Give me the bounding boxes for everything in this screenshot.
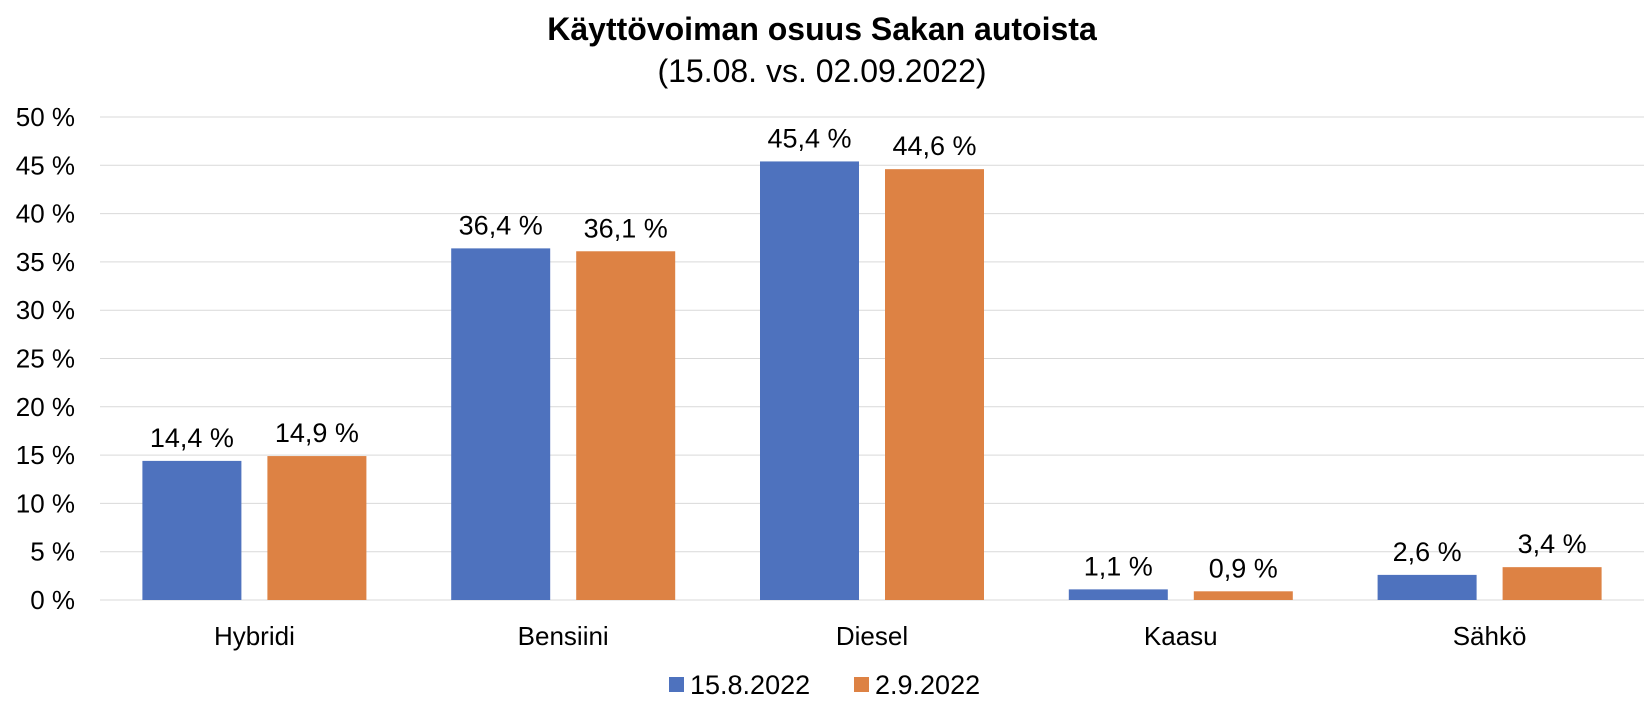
- y-tick-label: 35 %: [16, 247, 75, 277]
- category-label-bensiini: Bensiini: [518, 621, 609, 651]
- category-label-hybridi: Hybridi: [214, 621, 295, 651]
- chart-subtitle: (15.08. vs. 02.09.2022): [657, 53, 986, 89]
- y-tick-label: 50 %: [16, 102, 75, 132]
- data-label-hybridi-series-1: 14,4 %: [150, 423, 234, 453]
- legend-label-15-8-2022: 15.8.2022: [690, 670, 810, 700]
- bar-hybridi-series-2: [267, 456, 367, 600]
- category-label-s-hk: Sähkö: [1453, 621, 1527, 651]
- y-tick-label: 40 %: [16, 199, 75, 229]
- category-labels: Hybridi Bensiini Diesel Kaasu Sähkö: [214, 621, 1527, 651]
- data-label-diesel-series-2: 44,6 %: [892, 131, 976, 161]
- bar-bensiini-series-2: [576, 251, 676, 601]
- data-label-bensiini-series-1: 36,4 %: [459, 210, 543, 240]
- legend-label-2-9-2022: 2.9.2022: [875, 670, 980, 700]
- y-tick-label: 25 %: [16, 344, 75, 374]
- data-labels: 14,4 % 14,9 % 36,4 % 36,1 % 45,4 % 44,6 % 1,1 …: [150, 123, 1587, 583]
- y-tick-label: 15 %: [16, 440, 75, 470]
- y-axis-ticks: 0 % 5 % 10 % 15 % 20 % 25 % 30 % 35 % 40 % 45 % 50…: [16, 102, 75, 615]
- category-label-diesel: Diesel: [836, 621, 908, 651]
- legend: 15.8.2022 2.9.2022: [669, 670, 980, 700]
- bar-s-hk-series-1: [1377, 574, 1477, 600]
- category-label-kaasu: Kaasu: [1144, 621, 1218, 651]
- chart-title: Käyttövoiman osuus Sakan autoista: [547, 11, 1097, 47]
- bar-hybridi-series-1: [142, 460, 242, 600]
- legend-swatch-2-9-2022: [854, 677, 869, 692]
- data-label-kaasu-series-2: 0,9 %: [1209, 553, 1278, 583]
- data-label-diesel-series-1: 45,4 %: [767, 123, 851, 153]
- bars: [142, 161, 1602, 601]
- data-label-kaasu-series-1: 1,1 %: [1084, 551, 1153, 581]
- y-tick-label: 10 %: [16, 488, 75, 518]
- y-tick-label: 5 %: [30, 537, 75, 567]
- bar-diesel-series-1: [760, 161, 859, 600]
- data-label-s-hk-series-2: 3,4 %: [1518, 529, 1587, 559]
- bar-kaasu-series-1: [1068, 589, 1168, 600]
- y-tick-label: 45 %: [16, 150, 75, 180]
- y-tick-label: 0 %: [30, 585, 75, 615]
- data-label-s-hk-series-1: 2,6 %: [1393, 537, 1462, 567]
- bar-kaasu-series-2: [1193, 591, 1293, 600]
- bar-bensiini-series-1: [451, 248, 551, 600]
- y-tick-label: 20 %: [16, 392, 75, 422]
- legend-swatch-15-8-2022: [669, 677, 684, 692]
- bar-diesel-series-2: [885, 169, 984, 600]
- data-label-bensiini-series-2: 36,1 %: [584, 213, 668, 243]
- bar-s-hk-series-2: [1502, 567, 1602, 600]
- data-label-hybridi-series-2: 14,9 %: [275, 418, 359, 448]
- y-tick-label: 30 %: [16, 295, 75, 325]
